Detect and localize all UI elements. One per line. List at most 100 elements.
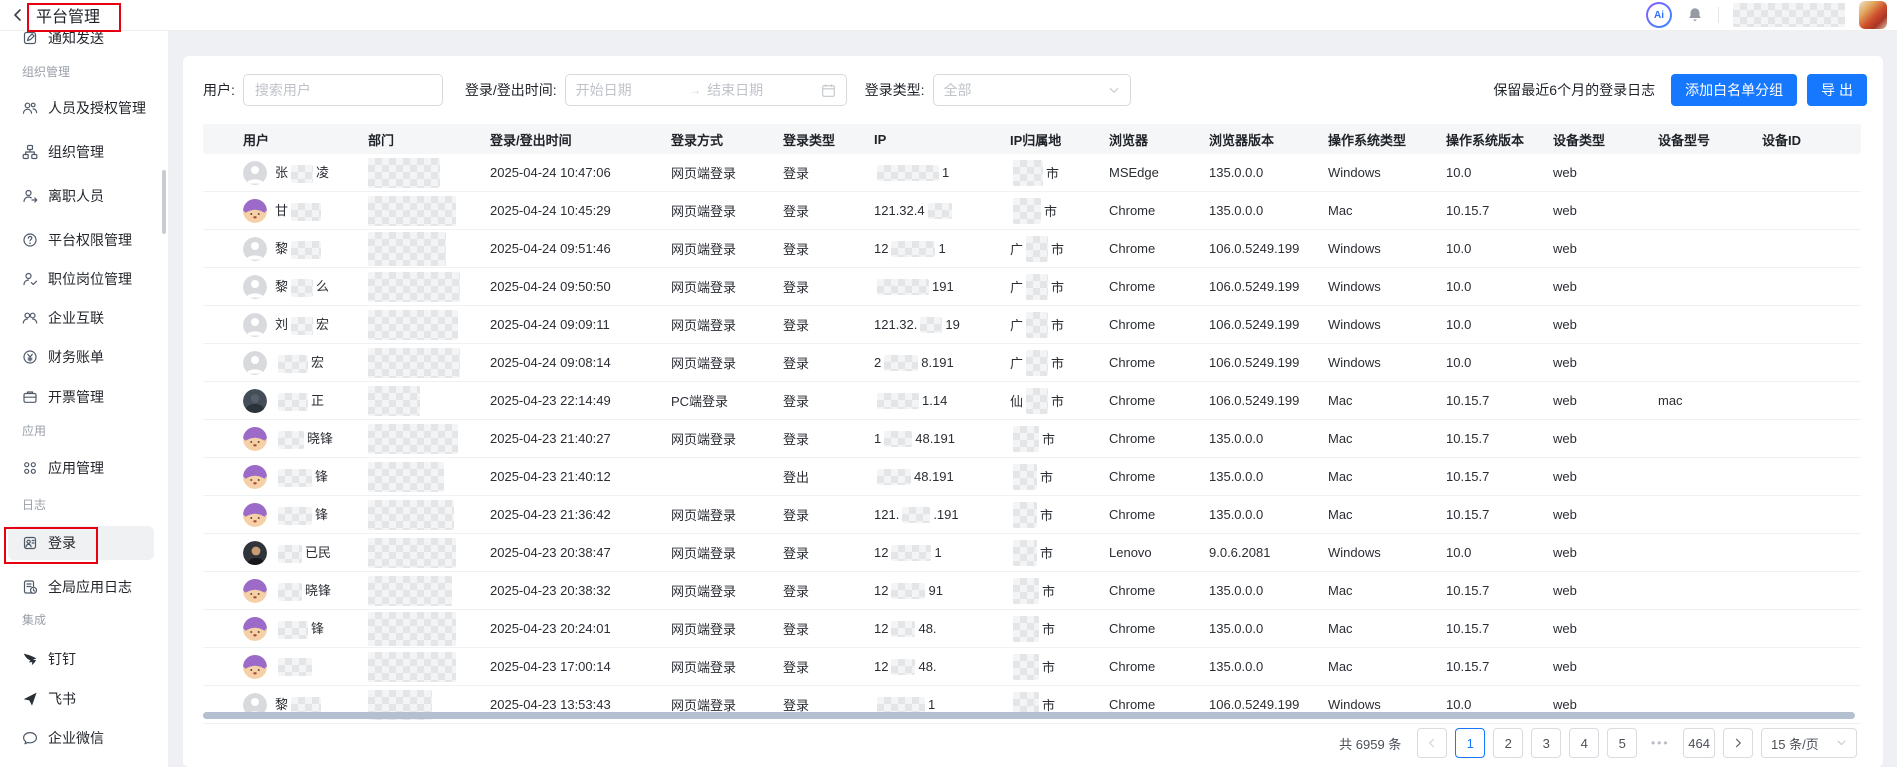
ip-cell: 12 91 [874, 582, 943, 599]
sidebar-item-平台权限管理[interactable]: 平台权限管理 [8, 223, 154, 257]
pagination-page-1[interactable]: 1 [1455, 728, 1486, 758]
sidebar-item-label: 组织管理 [48, 144, 104, 160]
sidebar-item-应用管理[interactable]: 应用管理 [8, 451, 154, 485]
browser-version-cell: 106.0.5249.199 [1209, 355, 1300, 370]
sidebar-section-应用: 应用 [22, 424, 47, 438]
table-row[interactable]: 甘 2025-04-24 10:45:29 网页端登录 登录 121.32.4 市 Chro… [203, 192, 1861, 230]
department-cell [356, 195, 478, 226]
redacted-block [1013, 159, 1043, 186]
table-row[interactable]: 晓锋 2025-04-23 21:40:27 网页端登录 登录 1 48.191 市 Chro… [203, 420, 1861, 458]
sidebar-item-组织管理[interactable]: 组织管理 [8, 135, 154, 169]
login-time-cell: 2025-04-24 09:51:46 [490, 241, 611, 256]
redacted-block [891, 620, 916, 637]
sidebar-item-人员及授权管理[interactable]: 人员及授权管理 [8, 91, 154, 125]
os-type-cell: Mac [1328, 431, 1353, 446]
table-row[interactable]: 锋 2025-04-23 20:24:01 网页端登录 登录 12 48. 市 Chrome 1… [203, 610, 1861, 648]
sidebar-item-企业微信[interactable]: 企业微信 [8, 721, 154, 755]
sidebar-scrollbar[interactable] [162, 170, 166, 234]
pagination-page-4[interactable]: 4 [1569, 728, 1600, 758]
login-type-cell: 登录 [783, 698, 810, 713]
add-whitelist-button[interactable]: 添加白名单分组 [1671, 74, 1798, 106]
login-type-select[interactable]: 全部 [932, 74, 1131, 106]
login-time-cell: 2025-04-23 22:14:49 [490, 393, 611, 408]
os-type-cell: Mac [1328, 659, 1353, 674]
table-row[interactable]: 刘宏 2025-04-24 09:09:11 网页端登录 登录 121.32. 19 广市 C… [203, 306, 1861, 344]
horizontal-scrollbar[interactable] [203, 712, 1855, 719]
device-type-cell: web [1553, 241, 1577, 256]
pagination-page-464[interactable]: 464 [1683, 728, 1715, 758]
login-method-cell: 网页端登录 [671, 546, 737, 561]
sidebar-item-通知发送[interactable]: 通知发送 [8, 30, 154, 55]
login-log-icon [22, 535, 38, 551]
redacted-block [368, 271, 460, 302]
user-cell [203, 654, 356, 679]
redacted-block [291, 696, 322, 715]
export-button[interactable]: 导 出 [1807, 74, 1867, 106]
device-type-cell: web [1553, 621, 1577, 636]
login-time-cell: 2025-04-23 17:00:14 [490, 659, 611, 674]
login-time-cell: 2025-04-24 10:47:06 [490, 165, 611, 180]
search-user-input[interactable] [242, 74, 443, 106]
pagination-ellipsis[interactable]: ••• [1645, 728, 1676, 758]
table-row[interactable]: 正 2025-04-23 22:14:49 PC端登录 登录 1.14 仙市 Chrome 1… [203, 382, 1861, 420]
os-version-cell: 10.0 [1446, 279, 1472, 294]
redacted-block [291, 164, 314, 183]
sidebar-item-企业互联[interactable]: 企业互联 [8, 301, 154, 335]
pagination-page-2[interactable]: 2 [1493, 728, 1524, 758]
department-cell [356, 651, 478, 682]
date-range-input[interactable]: 开始日期 → 结束日期 [564, 74, 847, 106]
redacted-block [278, 430, 304, 449]
divider [1718, 7, 1719, 23]
sidebar-item-钉钉[interactable]: 钉钉 [8, 642, 154, 676]
redacted-block [278, 544, 302, 563]
login-method-cell: 网页端登录 [671, 660, 737, 675]
sidebar-item-开票管理[interactable]: 开票管理 [8, 380, 154, 414]
sidebar-item-职位岗位管理[interactable]: 职位岗位管理 [8, 262, 154, 296]
user-name: 黎么 [275, 276, 329, 297]
page-size-select[interactable]: 15 条/页 [1761, 728, 1857, 758]
table-row[interactable]: 锋 2025-04-23 21:36:42 网页端登录 登录 121. .191 市 Chro… [203, 496, 1861, 534]
user-cell: 正 [203, 388, 356, 413]
sidebar-item-label: 职位岗位管理 [48, 271, 132, 287]
login-type-cell: 登录 [783, 584, 810, 599]
os-type-cell: Windows [1328, 241, 1381, 256]
back-icon[interactable] [10, 7, 26, 23]
pagination-prev-button[interactable] [1417, 728, 1448, 758]
sidebar-item-label: 开票管理 [48, 389, 104, 405]
table-row[interactable]: 黎么 2025-04-24 09:50:50 网页端登录 登录 191 广市 Chrome 1… [203, 268, 1861, 306]
redacted-block [1013, 539, 1037, 566]
sidebar-item-财务账单[interactable]: 财务账单 [8, 340, 154, 374]
pagination-page-3[interactable]: 3 [1531, 728, 1562, 758]
table-row[interactable]: 锋 2025-04-23 21:40:12 登出 48.191 市 Chrome 135.0… [203, 458, 1861, 496]
browser-cell: Lenovo [1109, 545, 1152, 560]
ai-assistant-icon[interactable]: Ai [1646, 2, 1672, 28]
user-avatar[interactable] [1859, 1, 1887, 29]
redacted-block [368, 309, 458, 340]
permission-icon [22, 232, 38, 248]
redacted-username [1733, 3, 1845, 27]
table-row[interactable]: 黎 2025-04-24 09:51:46 网页端登录 登录 12 1 广市 Chrome 10… [203, 230, 1861, 268]
table-row[interactable]: 已民 2025-04-23 20:38:47 网页端登录 登录 12 1 市 Lenovo 9.… [203, 534, 1861, 572]
ip-location-cell: 广市 [998, 349, 1097, 376]
sidebar-item-飞书[interactable]: 飞书 [8, 682, 154, 716]
login-time-cell: 2025-04-23 13:53:43 [490, 697, 611, 712]
redacted-block [920, 316, 943, 333]
sidebar-item-离职人员[interactable]: 离职人员 [8, 179, 154, 213]
table-row[interactable]: 张凌 2025-04-24 10:47:06 网页端登录 登录 1 市 MSEdge 135.… [203, 154, 1861, 192]
pagination-page-5[interactable]: 5 [1607, 728, 1638, 758]
redacted-block [291, 240, 322, 259]
redacted-block [1026, 387, 1049, 414]
bell-icon[interactable] [1686, 6, 1704, 24]
ip-location-cell: 市 [998, 653, 1097, 680]
chevron-down-icon [1836, 736, 1847, 751]
os-type-cell: Mac [1328, 393, 1353, 408]
sidebar-item-登录[interactable]: 登录 [8, 526, 154, 560]
device-type-cell: web [1553, 355, 1577, 370]
pagination-next-button[interactable] [1723, 728, 1753, 758]
table-row[interactable]: 2025-04-23 17:00:14 网页端登录 登录 12 48. 市 Chrome 13… [203, 648, 1861, 686]
login-method-cell: 网页端登录 [671, 584, 737, 599]
table-row[interactable]: 宏 2025-04-24 09:08:14 网页端登录 登录 2 8.191 广市 Chrom… [203, 344, 1861, 382]
sidebar-item-全局应用日志[interactable]: 全局应用日志 [8, 570, 154, 604]
table-row[interactable]: 晓锋 2025-04-23 20:38:32 网页端登录 登录 12 91 市 Chrome 1… [203, 572, 1861, 610]
type-filter-label: 登录类型: [864, 82, 925, 98]
